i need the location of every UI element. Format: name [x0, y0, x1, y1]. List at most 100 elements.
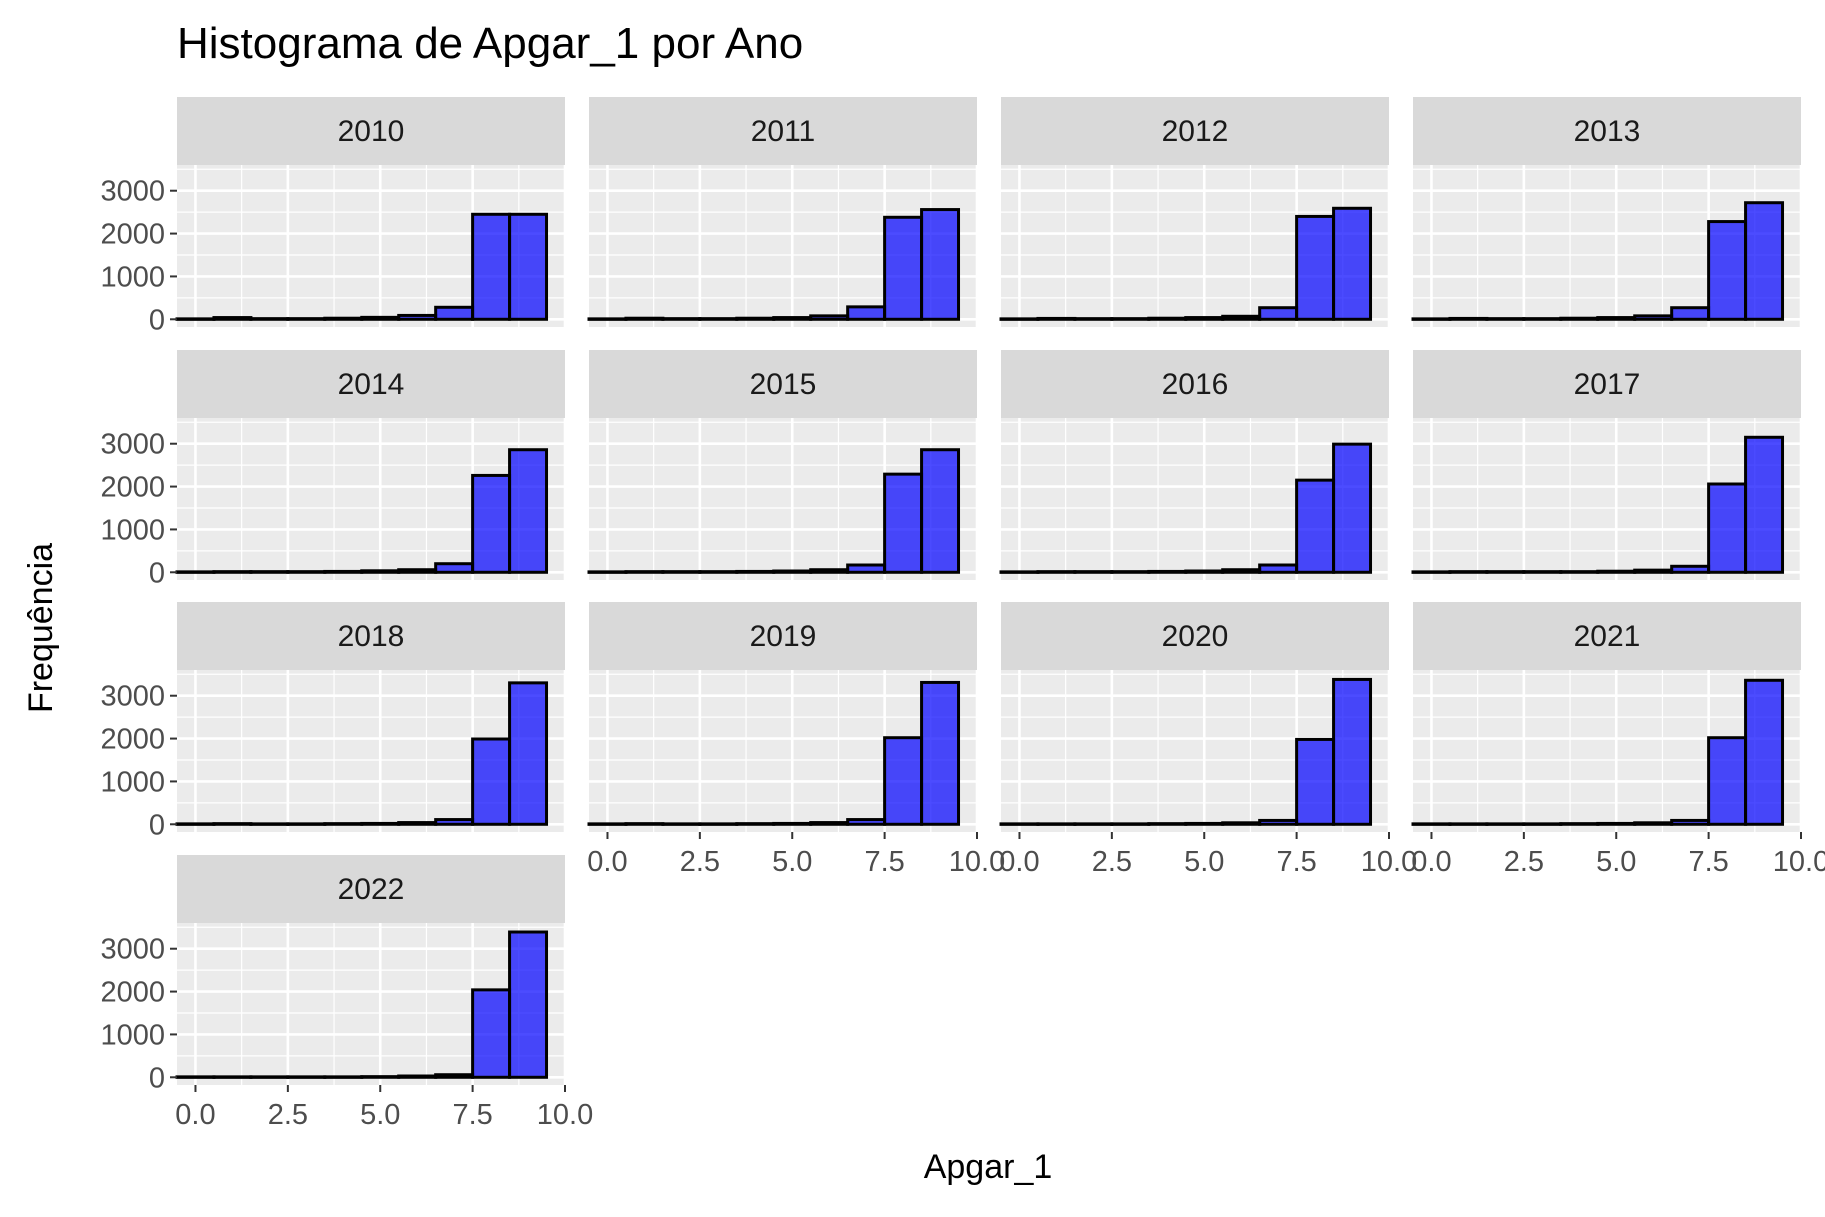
facet-strip-label: 2019	[750, 620, 817, 653]
histogram-bar	[397, 821, 438, 826]
histogram-bar	[1485, 570, 1526, 574]
facet-strip-label: 2012	[1162, 115, 1229, 148]
histogram-bar	[846, 563, 887, 574]
histogram-bar	[587, 822, 628, 826]
x-tick-label: 0.0	[999, 846, 1039, 878]
histogram-bar	[772, 569, 813, 574]
histogram-bar	[249, 822, 290, 826]
histogram-bar	[883, 472, 924, 574]
histogram-bar	[587, 317, 628, 321]
histogram-bar	[397, 568, 438, 574]
histogram-bar	[809, 568, 850, 574]
facet-panel-2019: 2019 0.0 2.5 5.0 7.5 10.0	[587, 602, 1005, 878]
histogram-bar	[471, 212, 512, 321]
histogram-bar	[1295, 737, 1336, 826]
histogram-bar	[397, 1074, 438, 1079]
histogram-bar	[1110, 317, 1151, 321]
facet-panel-2011: 2011	[587, 97, 979, 327]
facet-panel-2021: 2021 0.0 2.5 5.0 7.5 10.0	[1411, 602, 1825, 878]
facet-strip-label: 2014	[338, 368, 405, 401]
histogram-bar	[1707, 482, 1748, 574]
histogram-bar	[624, 822, 665, 826]
y-tick-label: 3000	[100, 934, 165, 966]
x-tick-label: 7.5	[864, 846, 904, 878]
histogram-bar	[1295, 214, 1336, 321]
histogram-bar	[1633, 314, 1674, 321]
histogram-bar	[508, 681, 549, 826]
histogram-bar	[1073, 570, 1114, 574]
histogram-bar	[212, 1075, 253, 1079]
x-tick-label: 10.0	[1361, 846, 1417, 878]
histogram-bar	[772, 821, 813, 826]
histogram-bar	[1147, 316, 1188, 321]
histogram-bar	[1522, 822, 1563, 826]
histogram-bar	[698, 317, 739, 321]
histogram-bar	[1036, 316, 1077, 321]
y-tick-label: 3000	[100, 176, 165, 208]
histogram-bar	[1147, 822, 1188, 826]
histogram-bar	[434, 818, 475, 826]
histogram-bar	[323, 316, 364, 321]
histogram-bar	[698, 570, 739, 574]
facet-strip-label: 2013	[1574, 115, 1641, 148]
histogram-bar	[1707, 220, 1748, 321]
histogram-bar	[434, 562, 475, 574]
histogram-bar	[286, 1075, 327, 1079]
histogram-bar	[471, 737, 512, 826]
facet-panel-2010: 2010 0 1000 2000 3000	[100, 97, 567, 336]
facet-strip	[1413, 602, 1801, 670]
chart-title: Histograma de Apgar_1 por Ano	[177, 19, 803, 68]
facet-panel-2013: 2013	[1411, 97, 1803, 327]
facet-strip-label: 2016	[1162, 368, 1229, 401]
y-tick-label: 0	[149, 304, 165, 336]
histogram-bar	[1670, 564, 1711, 574]
histogram-bar	[175, 570, 216, 574]
histogram-bar	[1184, 316, 1225, 321]
histogram-bar	[1744, 678, 1785, 826]
x-tick-label: 2.5	[1092, 846, 1132, 878]
histogram-bar	[624, 316, 665, 321]
histogram-bar	[1258, 563, 1299, 574]
histogram-bar	[212, 822, 253, 826]
facet-panel-2018: 2018 0 1000 2000 3000	[100, 602, 567, 841]
histogram-bar	[1221, 821, 1262, 826]
facet-strip-label: 2017	[1574, 368, 1641, 401]
facet-strip	[1001, 602, 1389, 670]
histogram-bar	[846, 305, 887, 321]
y-axis-label: Frequência	[22, 543, 60, 713]
y-tick-label: 1000	[100, 514, 165, 546]
histogram-bar	[1596, 821, 1637, 826]
histogram-bar	[1670, 306, 1711, 321]
x-tick-label: 5.0	[360, 1099, 400, 1131]
histogram-bar	[323, 822, 364, 826]
histogram-bar	[999, 317, 1040, 321]
x-tick-label: 0.0	[587, 846, 627, 878]
histogram-bar	[286, 570, 327, 574]
histogram-bar	[920, 448, 961, 574]
histogram-bar	[1411, 570, 1452, 574]
histogram-bar	[1221, 314, 1262, 321]
histogram-bar	[360, 821, 401, 826]
histogram-bar	[698, 822, 739, 826]
facet-strip-label: 2021	[1574, 620, 1641, 653]
histogram-bar	[1448, 570, 1489, 574]
histogram-bar	[1184, 821, 1225, 826]
histogram-bar	[175, 1075, 216, 1079]
x-tick-label: 7.5	[1276, 846, 1316, 878]
x-tick-label: 10.0	[949, 846, 1005, 878]
histogram-bar	[883, 215, 924, 321]
histogram-bar	[471, 988, 512, 1079]
facet-strip-label: 2022	[338, 873, 405, 906]
histogram-bar	[624, 570, 665, 574]
facet-panel-2017: 2017	[1411, 350, 1803, 580]
histogram-bar	[508, 212, 549, 321]
histogram-bar	[1448, 316, 1489, 321]
histogram-bar	[1744, 435, 1785, 574]
histogram-bar	[286, 822, 327, 826]
y-tick-label: 1000	[100, 1019, 165, 1051]
facet-strip	[177, 350, 565, 418]
histogram-bar	[1184, 569, 1225, 574]
histogram-bar	[920, 208, 961, 321]
